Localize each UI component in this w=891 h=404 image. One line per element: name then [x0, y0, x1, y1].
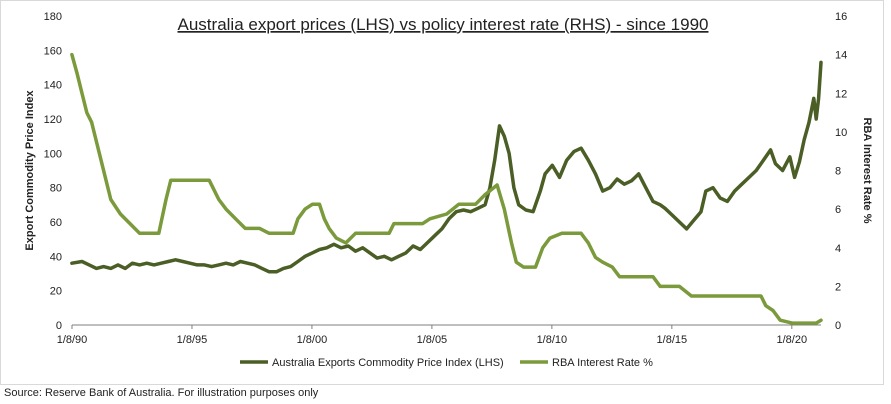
y-left-tick-label: 140: [44, 80, 62, 92]
y-right-tick-label: 4: [835, 243, 841, 255]
y-left-tick-label: 180: [44, 11, 62, 23]
y-right-tick-label: 12: [835, 88, 847, 100]
y-right-tick-label: 2: [835, 281, 841, 293]
legend-label: Australia Exports Commodity Price Index …: [272, 357, 504, 369]
y-left-tick-label: 100: [44, 148, 62, 160]
y-right-tick-label: 0: [835, 320, 841, 332]
y-left-tick-label: 0: [56, 320, 62, 332]
x-tick-label: 1/8/05: [417, 334, 448, 346]
y-left-tick-label: 20: [50, 286, 62, 298]
y-right-tick-label: 6: [835, 204, 841, 216]
y-right-tick-label: 16: [835, 11, 847, 23]
x-tick-label: 1/8/10: [537, 334, 568, 346]
legend-label: RBA Interest Rate %: [552, 357, 653, 369]
y-left-tick-label: 60: [50, 217, 62, 229]
y-left-tick-label: 160: [44, 45, 62, 57]
y-right-tick-label: 8: [835, 166, 841, 178]
x-tick-label: 1/8/20: [777, 334, 808, 346]
series-line-rba-interest-rate: [70, 52, 823, 325]
series-line-export-price-index: [70, 60, 823, 274]
y-left-tick-label: 80: [50, 183, 62, 195]
y-left-tick-label: 40: [50, 251, 62, 263]
y-left-tick-label: 120: [44, 114, 62, 126]
y-left-axis-title: Export Commodity Price Index: [24, 90, 36, 251]
chart-frame: [0, 0, 884, 385]
y-right-axis-title: RBA Interest Rate %: [861, 118, 873, 224]
x-tick-label: 1/8/15: [657, 334, 688, 346]
chart-title: Australia export prices (LHS) vs policy …: [178, 15, 709, 34]
y-right-tick-label: 14: [835, 50, 847, 62]
x-tick-label: 1/8/90: [57, 334, 88, 346]
x-tick-label: 1/8/00: [297, 334, 328, 346]
source-note: Source: Reserve Bank of Australia. For i…: [4, 387, 319, 399]
x-tick-label: 1/8/95: [177, 334, 208, 346]
y-right-tick-label: 10: [835, 127, 847, 139]
